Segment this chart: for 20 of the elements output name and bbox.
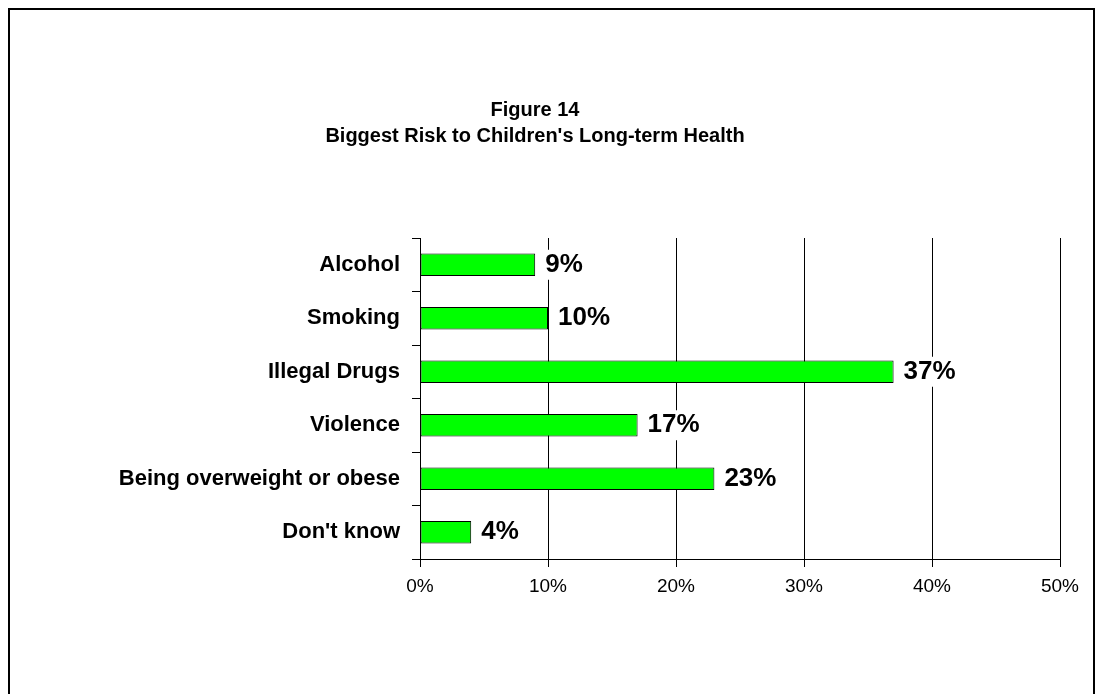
y-tick-label: Don't know [282,518,401,544]
x-tick-label: 50% [1040,574,1080,596]
chart-title: Figure 14 [490,97,581,120]
data-label: 4% [481,515,519,546]
y-tick-label: Illegal Drugs [267,357,400,383]
chart-subtitle: Biggest Risk to Children's Long-term Health [325,123,745,146]
data-label: 37% [903,354,956,385]
y-tick-label: Violence [309,411,400,437]
y-tick-label: Smoking [307,304,400,330]
x-tick-label: 20% [656,574,696,596]
y-tick-label: Being overweight or obese [118,464,400,490]
x-tick-label: 10% [528,574,568,596]
data-label: 10% [558,301,611,332]
x-tick-label: 0% [406,574,434,596]
x-tick-label: 40% [912,574,952,596]
data-label: 9% [545,247,583,278]
data-label: 17% [647,408,700,439]
x-tick-label: 30% [784,574,824,596]
y-tick-label: Alcohol [319,250,400,276]
data-label: 23% [724,461,777,492]
